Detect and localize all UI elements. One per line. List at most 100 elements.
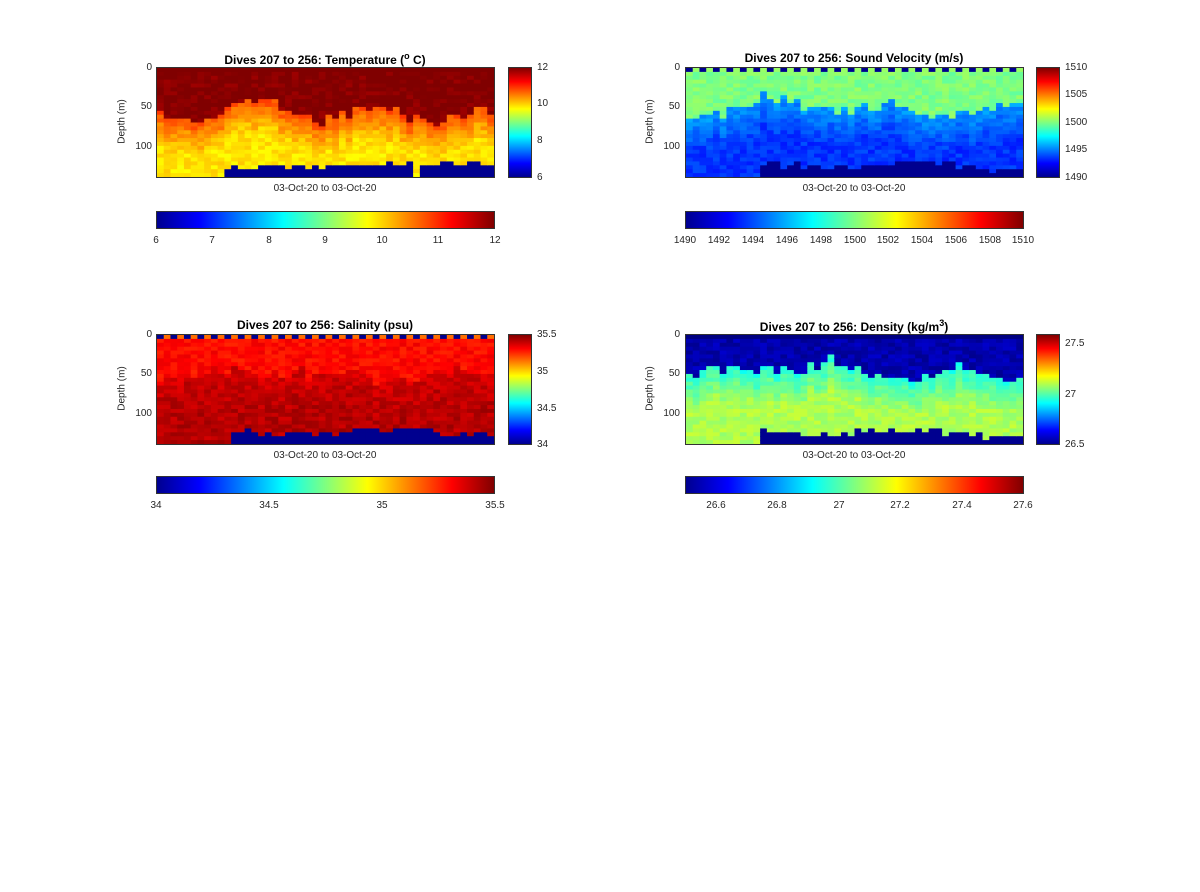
heatmap-cell	[847, 103, 856, 108]
heatmap-cell	[413, 145, 421, 151]
heatmap-cell	[278, 153, 286, 159]
heatmap-cell	[874, 114, 883, 120]
heatmap-cell	[278, 165, 286, 170]
heatmap-cell	[800, 338, 808, 344]
heatmap-cell	[975, 130, 984, 135]
heatmap-cell	[948, 95, 957, 100]
heatmap-cell	[921, 103, 930, 108]
heatmap-cell	[753, 408, 761, 414]
heatmap-cell	[204, 91, 212, 96]
heatmap-cell	[392, 87, 401, 92]
heatmap-cell	[298, 153, 306, 159]
heatmap-cell	[733, 335, 741, 340]
heatmap-cell	[908, 71, 916, 77]
heatmap-cell	[975, 87, 984, 92]
heatmap-cell	[948, 118, 957, 124]
temperature-ytick: 50	[140, 101, 152, 112]
heatmap-cell	[800, 106, 808, 112]
heatmap-cell	[210, 87, 219, 92]
heatmap-cell	[204, 440, 212, 444]
heatmap-cell	[352, 428, 360, 433]
heatmap-cell	[157, 354, 165, 359]
heatmap-cell	[827, 350, 835, 356]
heatmap-cell	[183, 342, 192, 348]
heatmap-cell	[338, 79, 347, 85]
heatmap-cell	[834, 366, 842, 371]
heatmap-cell	[433, 358, 441, 363]
heatmap-cell	[948, 138, 957, 143]
heatmap-cell	[699, 350, 707, 356]
heatmap-cell	[841, 153, 849, 159]
heatmap-cell	[190, 420, 199, 426]
heatmap-cell	[157, 397, 165, 402]
heatmap-cell	[753, 397, 761, 402]
heatmap-cell	[204, 130, 212, 135]
heatmap-cell	[312, 153, 320, 159]
heatmap-cell	[312, 373, 320, 379]
heatmap-cell	[820, 366, 829, 371]
heatmap-cell	[190, 95, 199, 100]
heatmap-cell	[793, 75, 802, 81]
heatmap-cell	[278, 397, 286, 402]
heatmap-cell	[1002, 106, 1011, 112]
heatmap-cell	[699, 91, 707, 96]
heatmap-cell	[948, 122, 957, 127]
heatmap-cell	[834, 424, 842, 430]
heatmap-cell	[706, 87, 714, 92]
heatmap-cell	[1016, 106, 1023, 112]
heatmap-cell	[733, 405, 741, 410]
heatmap-cell	[948, 157, 957, 163]
heatmap-cell	[975, 141, 984, 147]
heatmap-cell	[894, 138, 903, 143]
heatmap-cell	[332, 106, 340, 112]
heatmap-cell	[338, 169, 347, 174]
heatmap-cell	[433, 75, 441, 81]
heatmap-cell	[406, 358, 414, 363]
heatmap-cell	[955, 79, 963, 85]
heatmap-cell	[827, 153, 835, 159]
heatmap-cell	[224, 416, 232, 422]
heatmap-cell	[352, 370, 360, 375]
heatmap-cell	[285, 95, 293, 100]
heatmap-cell	[413, 118, 421, 124]
heatmap-cell	[487, 138, 494, 143]
heatmap-cell	[814, 126, 822, 131]
heatmap-cell	[719, 95, 728, 100]
heatmap-cell	[365, 134, 374, 139]
heatmap-cell	[814, 366, 822, 371]
heatmap-cell	[426, 366, 434, 371]
heatmap-cell	[352, 420, 360, 426]
heatmap-cell	[217, 87, 225, 92]
heatmap-cell	[841, 428, 849, 433]
heatmap-cell	[325, 424, 333, 430]
heatmap-cell	[686, 68, 694, 73]
heatmap-cell	[955, 87, 963, 92]
heatmap-cell	[773, 412, 781, 418]
heatmap-cell	[372, 122, 381, 127]
heatmap-cell	[325, 381, 333, 387]
heatmap-cell	[746, 134, 754, 139]
heatmap-cell	[157, 412, 165, 418]
heatmap-cell	[258, 138, 266, 143]
heatmap-cell	[854, 114, 862, 120]
heatmap-cell	[746, 110, 754, 116]
heatmap-cell	[473, 161, 482, 166]
heatmap-cell	[338, 106, 347, 112]
heatmap-cell	[793, 440, 802, 444]
heatmap-cell	[834, 389, 842, 394]
heatmap-cell	[793, 397, 802, 402]
heatmap-cell	[881, 71, 889, 77]
heatmap-cell	[915, 118, 923, 124]
heatmap-cell	[706, 440, 714, 444]
heatmap-cell	[473, 75, 482, 81]
heatmap-cell	[793, 106, 802, 112]
heatmap-cell	[291, 401, 300, 406]
heatmap-cell	[157, 110, 165, 116]
heatmap-cell	[433, 138, 441, 143]
heatmap-cell	[753, 68, 761, 73]
heatmap-cell	[473, 110, 482, 116]
heatmap-cell	[760, 416, 768, 422]
heatmap-cell	[773, 157, 781, 163]
heatmap-cell	[739, 161, 748, 166]
heatmap-cell	[251, 405, 259, 410]
